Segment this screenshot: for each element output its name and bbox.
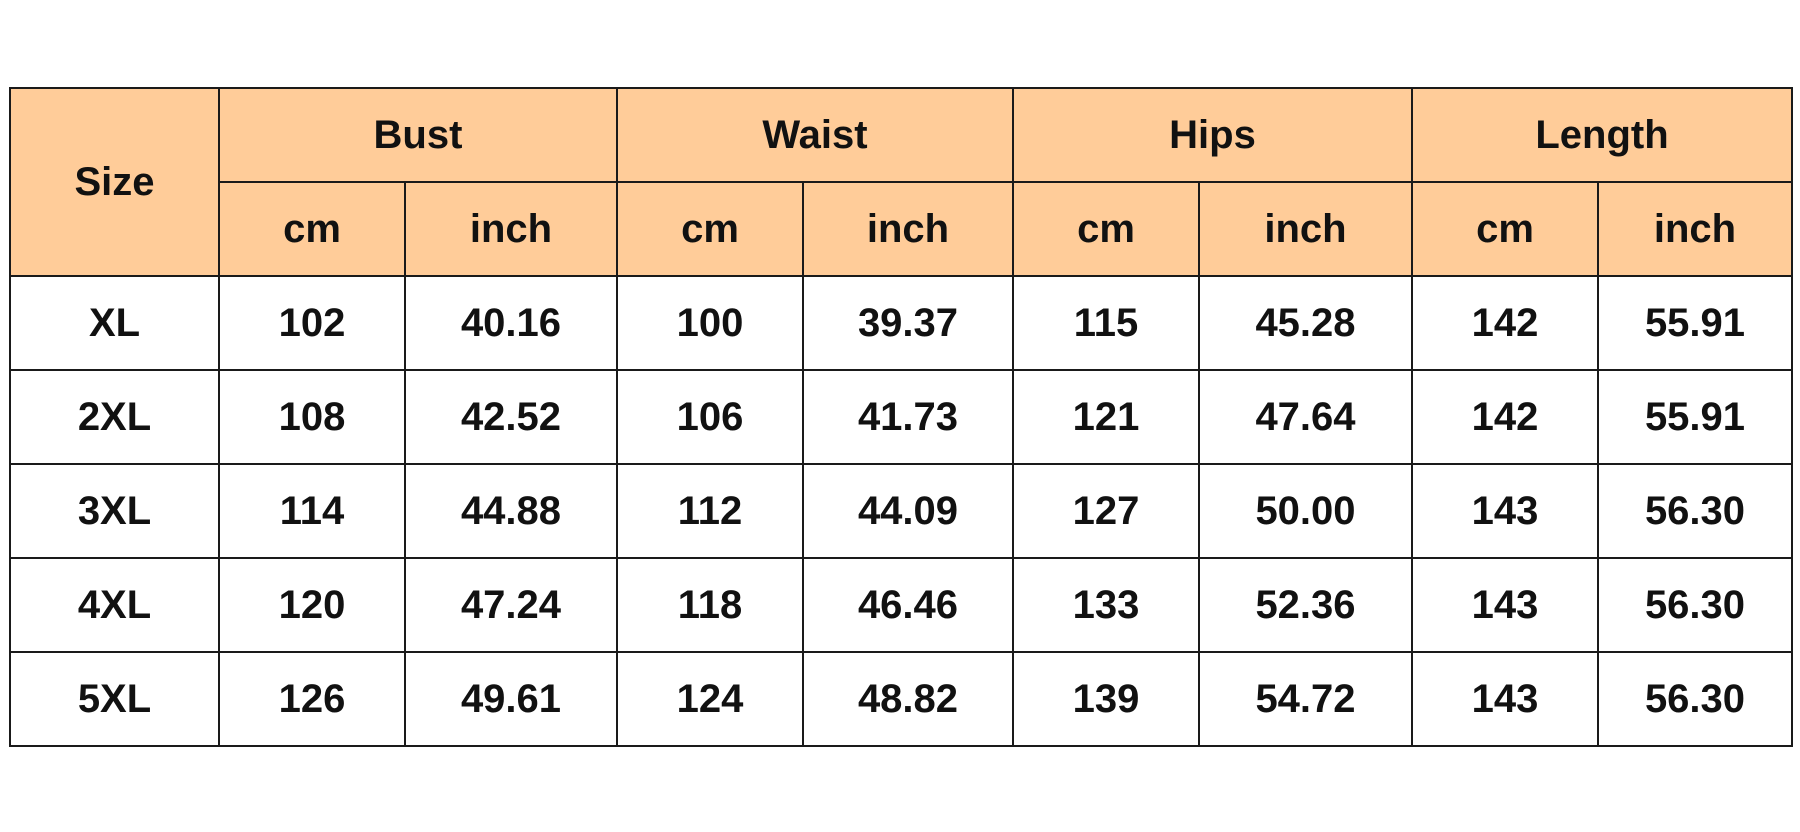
- value-cell: 49.61: [404, 651, 618, 747]
- value-cell: 55.91: [1597, 369, 1793, 465]
- value-cell: 44.88: [404, 463, 618, 559]
- header-unit-cm: cm: [616, 181, 804, 277]
- header-length: Length: [1411, 87, 1793, 183]
- value-cell: 42.52: [404, 369, 618, 465]
- value-cell: 126: [218, 651, 406, 747]
- header-unit-cm: cm: [1411, 181, 1599, 277]
- value-cell: 40.16: [404, 275, 618, 371]
- value-cell: 39.37: [802, 275, 1014, 371]
- value-cell: 100: [616, 275, 804, 371]
- header-size: Size: [9, 87, 220, 277]
- value-cell: 142: [1411, 369, 1599, 465]
- value-cell: 55.91: [1597, 275, 1793, 371]
- value-cell: 102: [218, 275, 406, 371]
- table-row: 2XL 108 42.52 106 41.73 121 47.64 142 55.91: [9, 369, 1793, 465]
- value-cell: 52.36: [1198, 557, 1413, 653]
- header-bust: Bust: [218, 87, 618, 183]
- table-row: 4XL 120 47.24 118 46.46 133 52.36 143 56.30: [9, 557, 1793, 653]
- value-cell: 41.73: [802, 369, 1014, 465]
- header-waist: Waist: [616, 87, 1014, 183]
- value-cell: 139: [1012, 651, 1200, 747]
- header-unit-cm: cm: [218, 181, 406, 277]
- value-cell: 56.30: [1597, 651, 1793, 747]
- header-unit-cm: cm: [1012, 181, 1200, 277]
- value-cell: 48.82: [802, 651, 1014, 747]
- size-cell: 5XL: [9, 651, 220, 747]
- value-cell: 112: [616, 463, 804, 559]
- value-cell: 56.30: [1597, 557, 1793, 653]
- value-cell: 108: [218, 369, 406, 465]
- value-cell: 120: [218, 557, 406, 653]
- value-cell: 121: [1012, 369, 1200, 465]
- value-cell: 50.00: [1198, 463, 1413, 559]
- value-cell: 54.72: [1198, 651, 1413, 747]
- value-cell: 143: [1411, 557, 1599, 653]
- header-hips: Hips: [1012, 87, 1413, 183]
- size-cell: 3XL: [9, 463, 220, 559]
- size-cell: 4XL: [9, 557, 220, 653]
- value-cell: 46.46: [802, 557, 1014, 653]
- value-cell: 143: [1411, 463, 1599, 559]
- value-cell: 118: [616, 557, 804, 653]
- value-cell: 56.30: [1597, 463, 1793, 559]
- size-cell: XL: [9, 275, 220, 371]
- value-cell: 143: [1411, 651, 1599, 747]
- value-cell: 44.09: [802, 463, 1014, 559]
- value-cell: 47.24: [404, 557, 618, 653]
- header-row-units: cm inch cm inch cm inch cm inch: [10, 181, 1793, 277]
- header-unit-inch: inch: [1198, 181, 1413, 277]
- value-cell: 47.64: [1198, 369, 1413, 465]
- header-unit-inch: inch: [802, 181, 1014, 277]
- value-cell: 115: [1012, 275, 1200, 371]
- value-cell: 133: [1012, 557, 1200, 653]
- value-cell: 45.28: [1198, 275, 1413, 371]
- table-row: XL 102 40.16 100 39.37 115 45.28 142 55.91: [9, 275, 1793, 371]
- size-chart-table: Size Bust Waist Hips Length cm inch cm i…: [9, 87, 1793, 747]
- size-cell: 2XL: [9, 369, 220, 465]
- value-cell: 124: [616, 651, 804, 747]
- header-unit-inch: inch: [1597, 181, 1793, 277]
- value-cell: 142: [1411, 275, 1599, 371]
- value-cell: 127: [1012, 463, 1200, 559]
- table-row: 3XL 114 44.88 112 44.09 127 50.00 143 56.30: [9, 463, 1793, 559]
- header-unit-inch: inch: [404, 181, 618, 277]
- value-cell: 114: [218, 463, 406, 559]
- table-row: 5XL 126 49.61 124 48.82 139 54.72 143 56.30: [9, 651, 1793, 747]
- value-cell: 106: [616, 369, 804, 465]
- header-row-groups: Size Bust Waist Hips Length: [9, 87, 1793, 277]
